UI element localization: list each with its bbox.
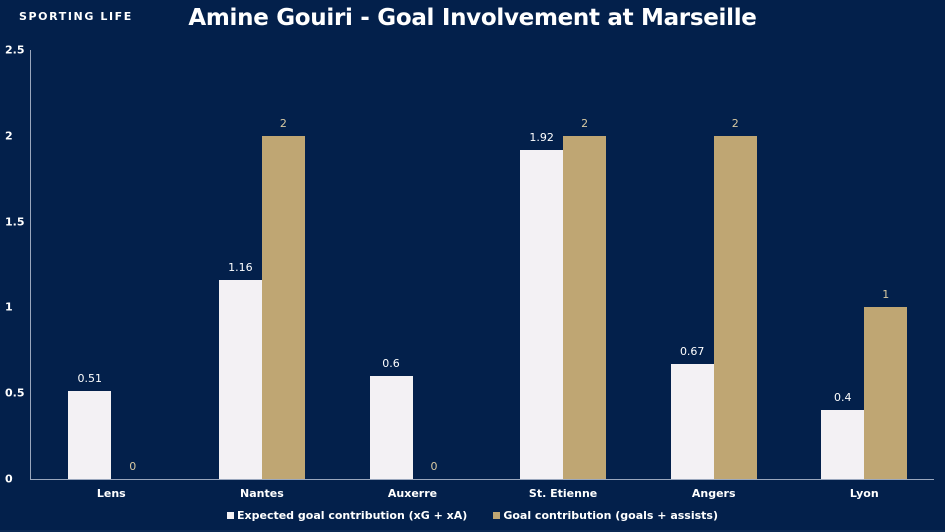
x-category-label: Angers: [691, 487, 736, 500]
chart-title: Amine Gouiri - Goal Involvement at Marse…: [188, 5, 757, 31]
bar-xg: [670, 364, 714, 479]
value-label-xg: 1.16: [228, 260, 253, 274]
bottom-border: [0, 530, 945, 532]
value-label-xg: 0.51: [77, 372, 103, 386]
value-label-goals: 0: [129, 460, 137, 473]
bar-xg: [520, 149, 564, 479]
bar-xg: [218, 279, 262, 479]
value-label-goals: 2: [279, 116, 287, 130]
value-label-goals: 0: [430, 460, 438, 473]
brand-logo: SPORTING LIFE: [19, 10, 133, 23]
bar-goals: [261, 135, 305, 479]
y-tick-label: 0: [5, 472, 13, 486]
x-category-label: Lens: [96, 487, 126, 500]
y-axis-line: [30, 50, 31, 479]
y-tick-label: 0.5: [5, 386, 25, 400]
legend-swatch-goals: [493, 512, 501, 519]
value-label-goals: 1: [882, 288, 890, 302]
value-label-xg: 0.6: [382, 357, 400, 371]
bar-xg: [68, 391, 112, 479]
x-axis-line: [30, 479, 934, 480]
value-label-xg: 1.92: [529, 130, 554, 144]
legend-swatch-xg: [227, 512, 234, 519]
value-label-goals: 2: [581, 116, 589, 130]
x-category-label: Nantes: [240, 487, 284, 500]
y-tick-label: 1.5: [5, 215, 25, 229]
bar-xg: [369, 376, 413, 479]
y-tick-label: 2: [5, 129, 13, 143]
y-tick-label: 1: [5, 300, 13, 314]
x-category-label: Lyon: [849, 487, 879, 500]
value-label-xg: 0.67: [679, 345, 705, 359]
bar-goals: [563, 135, 607, 479]
value-label-goals: 2: [731, 116, 739, 130]
legend: Expected goal contribution (xG + xA) Goa…: [0, 509, 945, 522]
x-category-label: St. Etienne: [528, 487, 598, 500]
legend-label-goals: Goal contribution (goals + assists): [503, 509, 718, 522]
legend-item-goals: Goal contribution (goals + assists): [493, 509, 718, 522]
value-label-xg: 0.4: [834, 391, 852, 405]
x-category-label: Auxerre: [387, 487, 438, 500]
bar-goals: [713, 135, 757, 479]
y-tick-label: 2.5: [5, 43, 25, 57]
legend-label-xg: Expected goal contribution (xG + xA): [237, 509, 468, 522]
bar-xg: [821, 410, 865, 479]
bar-goals: [864, 307, 908, 479]
legend-item-xg: Expected goal contribution (xG + xA): [227, 509, 467, 522]
